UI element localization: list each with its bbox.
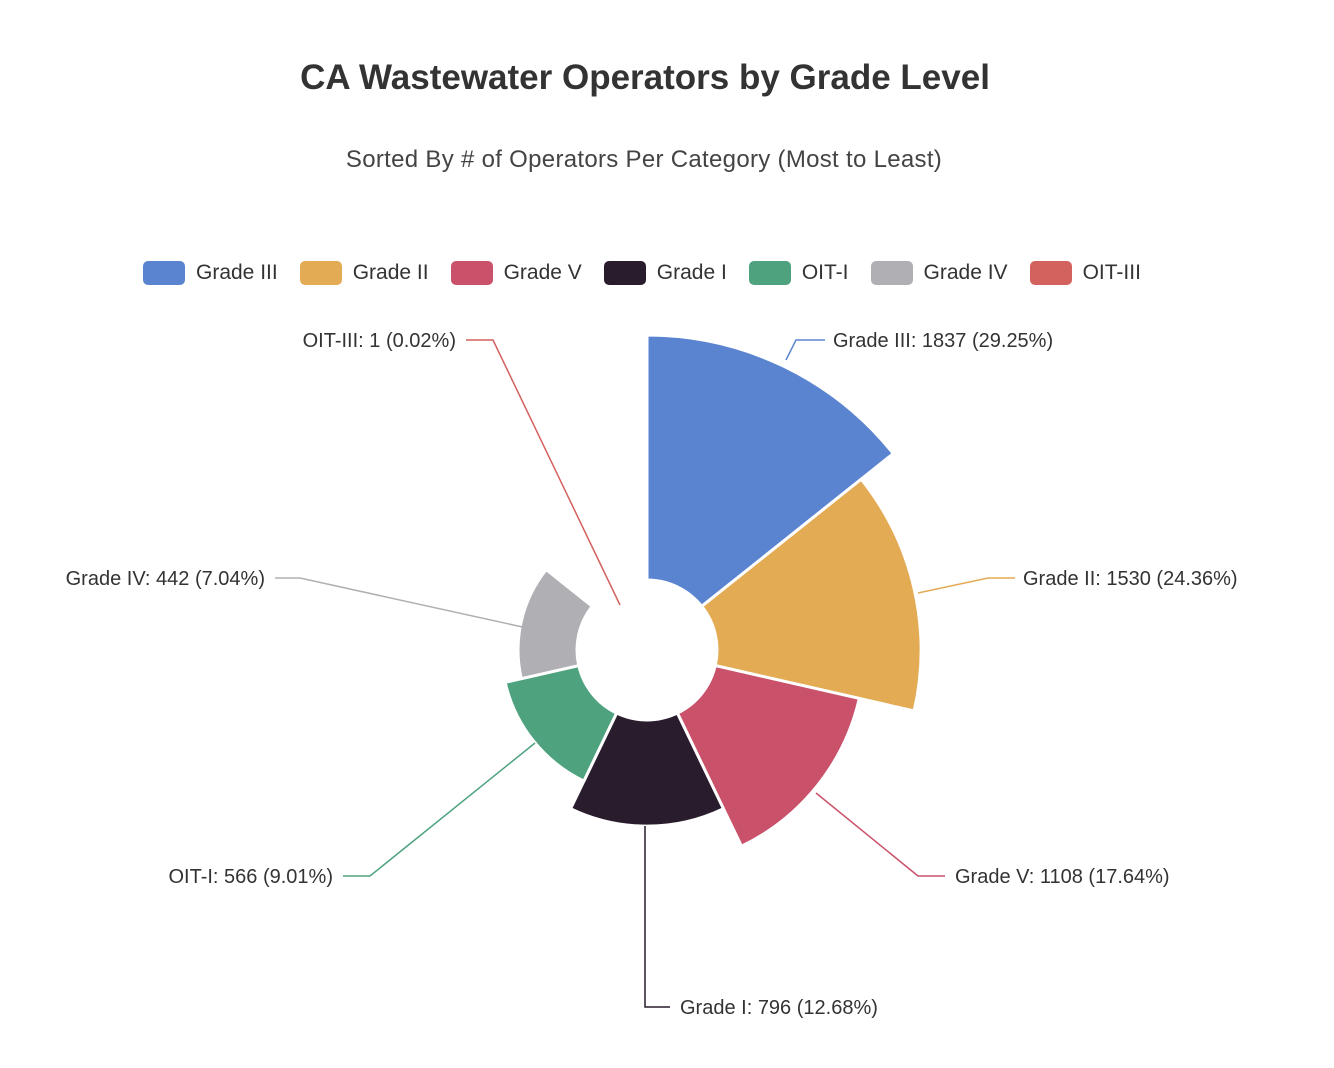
legend-label: Grade IV: [923, 261, 1008, 284]
legend-item-grade-iii[interactable]: Grade III: [143, 261, 278, 285]
legend-swatch: [143, 261, 185, 285]
legend-item-grade-i[interactable]: Grade I: [603, 261, 727, 285]
sector-grade-v[interactable]: [675, 664, 861, 848]
sector-grade-iii[interactable]: [645, 333, 895, 608]
legend-label: Grade II: [352, 261, 429, 284]
legend-item-grade-v[interactable]: Grade V: [450, 261, 582, 285]
legend-swatch: [870, 261, 913, 285]
data-label: Grade V: 1108 (17.64%): [955, 866, 1170, 888]
leader-line: [275, 577, 528, 629]
leader-line: [815, 792, 945, 877]
legend-item-oit-iii[interactable]: OIT-III: [1029, 261, 1141, 285]
sector-grade-ii[interactable]: [700, 477, 923, 713]
legend: Grade III Grade II Grade V Grade I OIT-I Grad…: [143, 261, 1163, 285]
legend-swatch: [299, 261, 342, 285]
legend-swatch: [603, 261, 646, 285]
data-label: Grade IV: 442 (7.04%): [66, 568, 265, 590]
data-label: Grade III: 1837 (29.25%): [833, 330, 1053, 352]
legend-label: OIT-III: [1082, 261, 1141, 284]
leader-line: [644, 826, 670, 1008]
leader-line: [917, 577, 1015, 594]
legend-item-grade-ii[interactable]: Grade II: [299, 261, 429, 285]
chart-subtitle: Sorted By # of Operators Per Category (M…: [345, 146, 943, 173]
legend-swatch: [748, 261, 791, 285]
sector-oit-i[interactable]: [503, 664, 619, 783]
data-label: Grade II: 1530 (24.36%): [1023, 568, 1238, 590]
legend-item-grade-iv[interactable]: Grade IV: [870, 261, 1008, 285]
chart-title: CA Wastewater Operators by Grade Level: [300, 58, 990, 97]
data-label: OIT-I: 566 (9.01%): [168, 866, 333, 888]
legend-label: Grade I: [656, 261, 727, 284]
legend-label: Grade V: [503, 261, 582, 284]
legend-item-oit-i[interactable]: OIT-I: [748, 261, 849, 285]
legend-label: OIT-I: [801, 261, 849, 284]
sector-oit-iii[interactable]: [590, 578, 649, 608]
sector-grade-iv[interactable]: [516, 568, 594, 681]
legend-swatch: [1029, 261, 1072, 285]
legend-swatch: [450, 261, 493, 285]
leader-line: [343, 742, 536, 877]
leader-line: [466, 339, 621, 606]
data-label: Grade I: 796 (12.68%): [680, 997, 878, 1019]
leader-line: [785, 339, 825, 361]
data-label: OIT-III: 1 (0.02%): [303, 330, 456, 352]
sector-grade-i[interactable]: [569, 711, 725, 828]
legend-label: Grade III: [196, 261, 278, 284]
